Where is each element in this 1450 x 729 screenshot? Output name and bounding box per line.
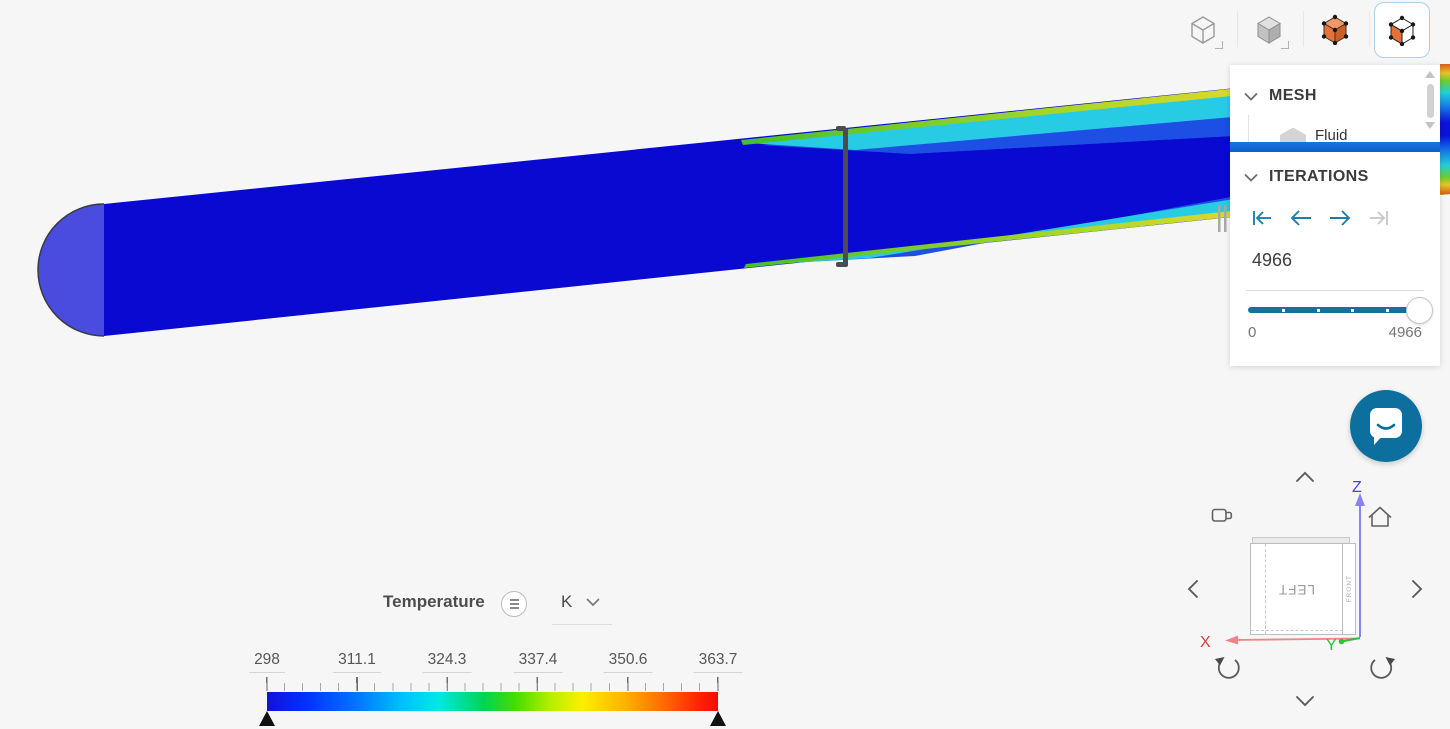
colorbar-tick-label[interactable]: 311.1 (333, 651, 381, 673)
axis-label-x: X (1200, 634, 1211, 651)
camera-icon[interactable] (1211, 508, 1233, 522)
toolbar-separator (1303, 11, 1304, 47)
temperature-colorbar[interactable] (267, 692, 718, 711)
surface-mesh-cube-icon (1388, 15, 1416, 46)
wireframe-cube-icon (1191, 16, 1215, 44)
mesh-view-button[interactable] (1308, 2, 1362, 56)
legend-unit-underline (552, 624, 612, 625)
scroll-down-icon[interactable] (1425, 122, 1435, 129)
expand-corner-icon (1281, 41, 1289, 49)
legend-menu-button[interactable] (501, 591, 527, 617)
scroll-up-icon[interactable] (1425, 71, 1435, 78)
cube-dashed-edge (1251, 630, 1343, 631)
previous-iteration-button[interactable] (1289, 208, 1313, 228)
mesh-panel-title: MESH (1269, 87, 1317, 104)
colorbar-tick-label[interactable]: 337.4 (513, 651, 563, 673)
panel-resize-handles[interactable] (1218, 205, 1227, 232)
chevron-down-icon (1244, 92, 1258, 101)
mesh-item-label: Fluid (1315, 127, 1348, 142)
slider-tick (1385, 308, 1389, 312)
nav-rotate-left-icon[interactable] (1187, 580, 1198, 598)
slider-track[interactable] (1248, 307, 1420, 313)
expand-corner-icon (1215, 41, 1223, 49)
mesh-panel-header[interactable]: MESH (1244, 87, 1317, 105)
colorbar-tick-label[interactable]: 298 (249, 651, 285, 673)
mesh-cube-icon (1321, 14, 1349, 45)
iterations-panel: ITERATIONS 4966 (1230, 152, 1440, 366)
toolbar-separator (1369, 11, 1370, 47)
next-iteration-button[interactable] (1328, 208, 1352, 228)
surface-mesh-view-button[interactable] (1374, 2, 1430, 58)
chevron-down-icon[interactable] (585, 597, 601, 607)
scrollbar-thumb[interactable] (1426, 84, 1434, 118)
chevron-down-icon (1244, 173, 1258, 182)
mesh-panel-scrollbar[interactable] (1424, 69, 1436, 139)
legend-title: Temperature (383, 592, 485, 611)
solid-cube-icon (1257, 16, 1281, 44)
slider-tick (1282, 308, 1286, 312)
cube-dashed-edge (1265, 544, 1266, 634)
iteration-slider[interactable] (1248, 296, 1433, 324)
slider-tick (1316, 308, 1320, 312)
iteration-value-underline (1246, 290, 1424, 291)
iteration-value[interactable]: 4966 (1252, 250, 1293, 270)
colorbar-min-handle[interactable] (259, 711, 275, 726)
mesh-panel: MESH Fluid (1230, 65, 1440, 142)
colorbar-tick-label[interactable]: 350.6 (603, 651, 653, 673)
nav-cube[interactable]: LEFT (1250, 543, 1344, 635)
chat-bubble-icon (1370, 408, 1402, 445)
colorbar-tick-label[interactable]: 363.7 (693, 651, 743, 673)
inlet-cap[interactable] (38, 204, 105, 336)
nav-cube-side-face[interactable]: FRONT (1342, 543, 1356, 635)
toolbar-separator (1237, 11, 1238, 47)
home-view-icon[interactable] (1368, 506, 1392, 527)
nav-axes: Z X Y (1200, 479, 1365, 654)
colorbar-max-handle[interactable] (710, 711, 726, 726)
tree-indent-line (1248, 115, 1249, 142)
mesh-tree-item-fluid[interactable]: Fluid (1280, 127, 1348, 142)
solid-view-button[interactable] (1242, 2, 1296, 56)
slider-tick (1351, 308, 1355, 312)
colorbar-tick-label[interactable]: 324.3 (422, 651, 472, 673)
slider-thumb[interactable] (1406, 297, 1433, 324)
nav-cube-side-label: FRONT (1345, 575, 1353, 603)
nav-rotate-right-icon[interactable] (1412, 580, 1423, 598)
rotate-ccw-icon[interactable] (1215, 657, 1240, 679)
iteration-range-max: 4966 (1388, 324, 1422, 341)
section-plane-marker[interactable] (836, 126, 848, 267)
axis-label-y: Y (1326, 637, 1337, 654)
iteration-range: 0 4966 (1248, 324, 1422, 341)
mesh-region-icon (1280, 127, 1306, 142)
nav-rotate-up-icon[interactable] (1296, 471, 1314, 482)
iterations-panel-title: ITERATIONS (1269, 168, 1369, 185)
first-iteration-button[interactable] (1250, 208, 1274, 228)
iteration-controls (1250, 208, 1391, 228)
chat-support-button[interactable] (1350, 390, 1422, 462)
colorbar-minor-ticks (266, 683, 720, 691)
iteration-range-min: 0 (1248, 324, 1257, 341)
wireframe-view-button[interactable] (1176, 2, 1230, 56)
last-iteration-button[interactable] (1367, 208, 1391, 228)
nav-rotate-down-icon[interactable] (1296, 696, 1314, 707)
axis-label-z: Z (1352, 479, 1362, 496)
outlet-cross-section (1440, 64, 1450, 194)
nav-cube-face-label: LEFT (1278, 581, 1316, 597)
iterations-panel-header[interactable]: ITERATIONS (1244, 168, 1369, 186)
rotate-cw-icon[interactable] (1370, 657, 1395, 679)
legend-unit-select[interactable]: K (561, 592, 573, 611)
iterations-panel-accent-bar (1230, 142, 1440, 152)
